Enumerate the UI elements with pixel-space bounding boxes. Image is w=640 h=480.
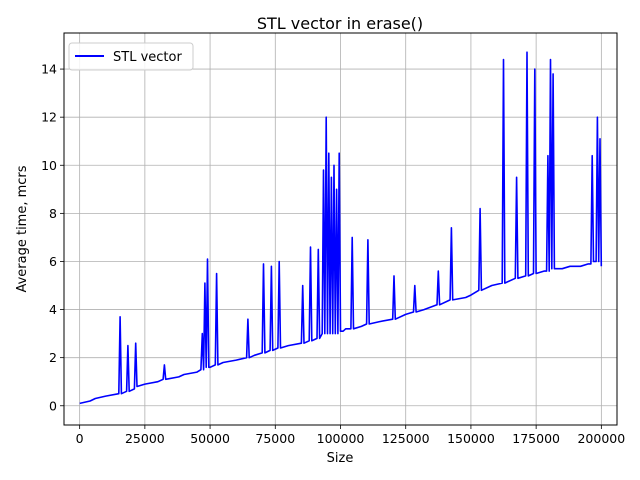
y-axis-label: Average time, mcrs	[15, 165, 30, 292]
x-tick-label: 150000	[447, 431, 495, 446]
legend-label-stl-vector: STL vector	[113, 50, 182, 65]
y-axis: 0 2 4 6 8 10 12 14	[41, 62, 64, 413]
y-tick-label: 6	[49, 254, 57, 269]
y-tick-label: 4	[49, 302, 57, 317]
y-tick-label: 12	[41, 110, 57, 125]
x-axis-label: Size	[327, 451, 354, 466]
y-tick-label: 10	[41, 158, 57, 173]
y-tick-label: 8	[49, 206, 57, 221]
y-tick-label: 0	[49, 398, 57, 413]
y-tick-label: 2	[49, 350, 57, 365]
legend: STL vector	[68, 42, 194, 71]
x-axis: 0 25000 50000 75000 100000 125000 150000 175000…	[76, 425, 625, 446]
y-tick-label: 14	[41, 62, 57, 77]
x-tick-label: 25000	[125, 431, 165, 446]
plot-area	[79, 51, 603, 405]
x-tick-label: 200000	[577, 431, 625, 446]
series-line-stl-vector	[79, 51, 603, 405]
x-tick-label: 100000	[317, 431, 365, 446]
x-tick-label: 50000	[190, 431, 230, 446]
x-tick-label: 0	[76, 431, 84, 446]
x-tick-label: 175000	[512, 431, 560, 446]
x-tick-label: 75000	[255, 431, 295, 446]
x-tick-label: 125000	[382, 431, 430, 446]
chart-title: STL vector in erase()	[257, 14, 423, 33]
legend-box	[68, 42, 194, 71]
